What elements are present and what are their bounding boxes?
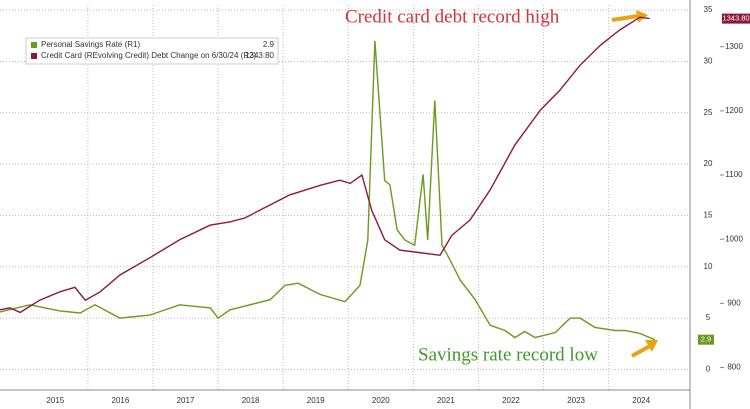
- annotation: Savings rate record low: [418, 344, 598, 365]
- y-tick-label: 25: [704, 108, 713, 117]
- y-tick-label: 15: [704, 211, 713, 220]
- legend-box: [25, 37, 279, 65]
- x-tick-label: 2015: [46, 396, 64, 405]
- y-tick-label: 35: [704, 5, 713, 14]
- x-tick-label: 2018: [242, 396, 260, 405]
- y2-tick-label: 1200: [725, 106, 743, 115]
- line: [0, 40, 656, 341]
- y2-tick-label: 1100: [725, 170, 743, 179]
- value-badge: [722, 13, 750, 24]
- legend-swatch: [31, 42, 37, 48]
- arrow-head: [636, 10, 648, 23]
- y2-tick-label: 800: [727, 363, 741, 372]
- x-tick-label: 2020: [372, 396, 390, 405]
- legend-swatch: [31, 53, 37, 59]
- y2-tick-label: 1000: [725, 234, 743, 243]
- line: [0, 16, 650, 314]
- y-tick-label: 20: [704, 159, 713, 168]
- x-tick-label: 2016: [112, 396, 130, 405]
- arrow-head: [645, 340, 658, 352]
- legend-value: 1343.80: [245, 51, 274, 60]
- y2-tick-label: 900: [727, 298, 741, 307]
- value-badge: [698, 334, 714, 345]
- y-tick-label: 0: [706, 365, 711, 374]
- x-tick-label: 2023: [567, 396, 585, 405]
- y-tick-label: 10: [704, 262, 713, 271]
- y-tick-label: 30: [704, 57, 713, 66]
- x-tick-label: 2024: [632, 396, 650, 405]
- value-badge-label: 2.9: [701, 335, 711, 344]
- legend-label: Personal Savings Rate (R1): [41, 40, 140, 49]
- y2-tick-label: 1300: [725, 42, 743, 51]
- value-badge-label: 1343.80: [722, 14, 749, 23]
- x-tick-label: 2017: [177, 396, 195, 405]
- annotation: Credit card debt record high: [345, 6, 560, 27]
- x-tick-label: 2019: [307, 396, 325, 405]
- arrow: [611, 14, 639, 22]
- legend-value: 2.9: [263, 40, 275, 49]
- tick-labels: 0 5 10 15 20 25 30 35 800 900 1000 1100 1200 1300 2015…: [46, 5, 743, 405]
- y-tick-label: 5: [706, 313, 711, 322]
- arrow: [631, 344, 651, 358]
- legend-label: Credit Card (REvolving Credit) Debt Chan…: [41, 51, 257, 60]
- legend: Personal Savings Rate (R1) Credit Card (…: [25, 37, 279, 65]
- x-tick-label: 2021: [437, 396, 455, 405]
- x-tick-label: 2022: [502, 396, 520, 405]
